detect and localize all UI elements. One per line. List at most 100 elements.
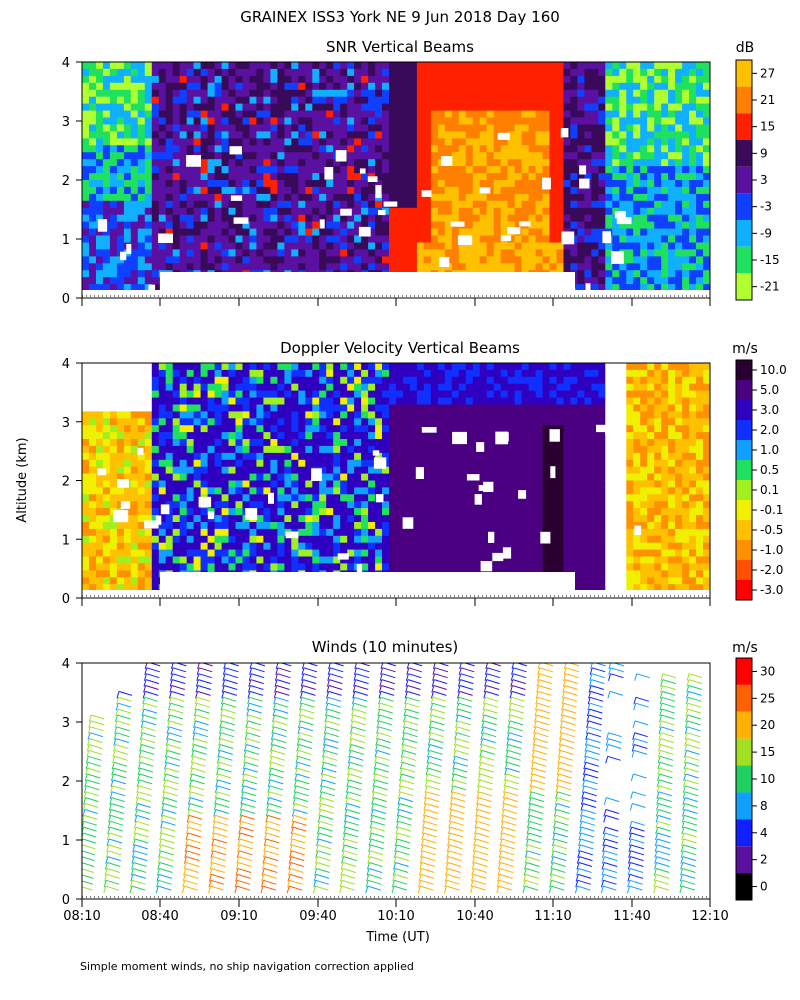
heatmap-cell: [158, 96, 167, 105]
heatmap-cell: [368, 242, 376, 250]
heatmap-cell: [647, 200, 655, 209]
heatmap-cell: [326, 242, 334, 250]
heatmap-cell: [682, 173, 690, 181]
heatmap-cell: [647, 242, 655, 250]
heatmap-cell: [354, 221, 362, 230]
heatmap-cell: [200, 542, 209, 551]
heatmap-cell: [396, 466, 404, 475]
heatmap-cell: [626, 173, 634, 181]
heatmap-cell: [277, 131, 285, 139]
heatmap-cell: [256, 145, 264, 153]
heatmap-cell: [389, 376, 397, 385]
heatmap-cell: [116, 535, 125, 544]
heatmap-cell: [89, 404, 97, 412]
heatmap-cell: [354, 445, 362, 454]
heatmap-cell: [347, 89, 355, 98]
heatmap-cell: [137, 68, 146, 77]
heatmap-cell: [228, 103, 237, 112]
heatmap-cell: [354, 263, 362, 271]
heatmap-cell: [451, 397, 460, 406]
heatmap-cell: [661, 110, 669, 119]
heatmap-cell: [298, 124, 306, 132]
heatmap-cell: [228, 480, 237, 488]
heatmap-cell: [361, 138, 369, 146]
heatmap-cell: [82, 535, 90, 544]
heatmap-cell: [144, 501, 153, 509]
colorbar-swatch: [736, 113, 752, 140]
heatmap-cell: [382, 508, 390, 516]
heatmap-cell: [521, 263, 530, 271]
heatmap-cell: [137, 466, 146, 475]
heatmap-cell: [158, 425, 167, 433]
heatmap-cell: [633, 166, 641, 174]
heatmap-cell: [130, 256, 139, 264]
heatmap-cell: [416, 221, 425, 230]
heatmap-cell: [479, 228, 488, 237]
heatmap-cell: [179, 549, 188, 558]
heatmap-cell: [368, 397, 376, 406]
heatmap-cell: [200, 404, 209, 412]
heatmap-cell: [451, 411, 460, 419]
heatmap-cell: [382, 376, 390, 385]
heatmap-cell: [521, 173, 530, 181]
heatmap-cell: [549, 214, 558, 223]
heatmap-cell: [340, 522, 348, 530]
heatmap-cell: [556, 89, 565, 98]
heatmap-cell: [396, 473, 404, 482]
heatmap-cell: [193, 166, 202, 174]
heatmap-cell: [535, 96, 544, 105]
heatmap-cell: [228, 432, 237, 440]
heatmap-cell: [102, 284, 111, 292]
heatmap-cell: [410, 117, 418, 125]
heatmap-cell: [235, 75, 244, 84]
missing-data: [614, 211, 626, 219]
heatmap-cell: [186, 228, 195, 237]
heatmap-cell: [626, 256, 634, 264]
heatmap-cell: [179, 235, 188, 243]
heatmap-cell: [416, 501, 425, 509]
heatmap-cell: [423, 214, 432, 223]
heatmap-cell: [444, 62, 453, 70]
heatmap-cell: [200, 82, 209, 91]
heatmap-cell: [193, 542, 202, 551]
heatmap-cell: [144, 445, 153, 454]
heatmap-cell: [528, 166, 537, 174]
heatmap-cell: [82, 369, 90, 378]
missing-data: [120, 251, 127, 261]
heatmap-cell: [214, 535, 223, 544]
heatmap-cell: [570, 193, 578, 202]
heatmap-cell: [298, 89, 306, 98]
heatmap-cell: [312, 200, 320, 209]
heatmap-cell: [451, 542, 460, 551]
heatmap-cell: [249, 249, 258, 257]
heatmap-cell: [82, 383, 90, 392]
heatmap-cell: [514, 145, 523, 153]
heatmap-cell: [626, 221, 634, 230]
heatmap-cell: [82, 563, 90, 571]
heatmap-cell: [200, 180, 209, 188]
heatmap-cell: [403, 363, 411, 371]
heatmap-cell: [123, 200, 132, 209]
heatmap-cell: [375, 508, 383, 516]
heatmap-cell: [235, 221, 244, 230]
heatmap-cell: [158, 522, 167, 530]
heatmap-cell: [96, 166, 104, 174]
heatmap-cell: [451, 193, 460, 202]
heatmap-cell: [235, 404, 244, 412]
heatmap-cell: [270, 466, 278, 475]
heatmap-cell: [263, 82, 271, 91]
heatmap-cell: [326, 200, 334, 209]
heatmap-cell: [542, 214, 551, 223]
heatmap-cell: [389, 89, 397, 98]
heatmap-cell: [242, 131, 251, 139]
heatmap-cell: [151, 515, 160, 523]
heatmap-cell: [158, 166, 167, 174]
heatmap-cell: [193, 494, 202, 502]
heatmap-cell: [591, 214, 599, 223]
heatmap-cell: [179, 432, 188, 440]
heatmap-cell: [96, 425, 104, 433]
heatmap-cell: [661, 68, 669, 77]
heatmap-cell: [144, 249, 153, 257]
heatmap-cell: [396, 397, 404, 406]
heatmap-cell: [172, 152, 181, 160]
